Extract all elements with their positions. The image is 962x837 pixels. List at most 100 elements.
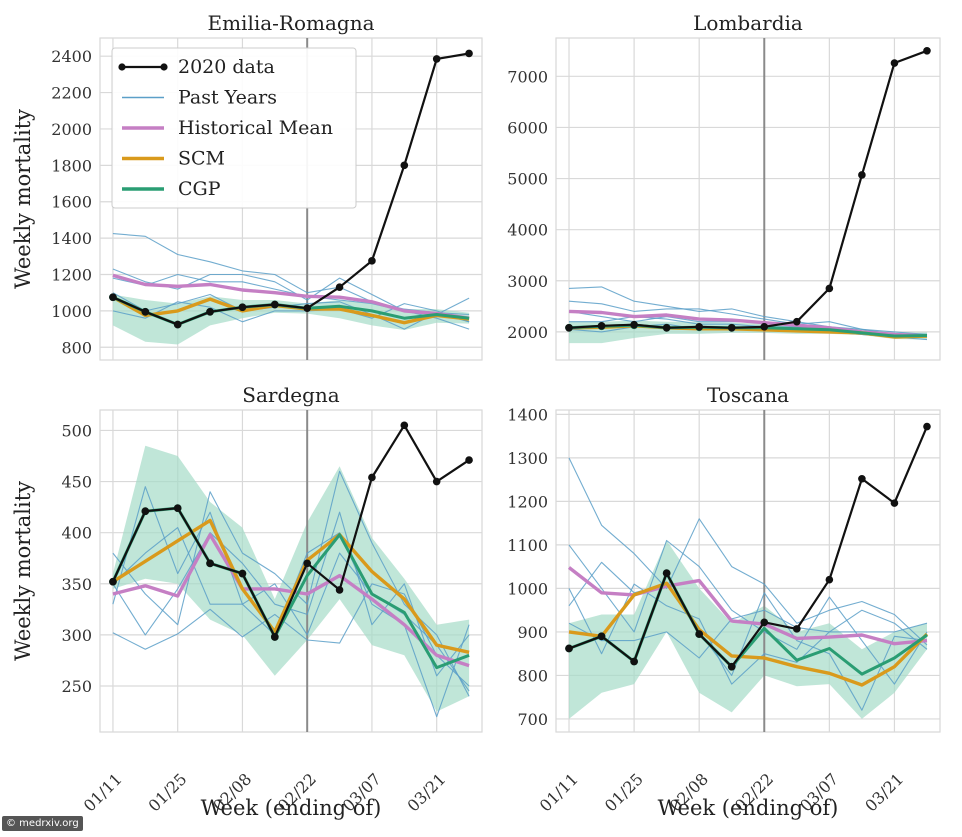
point-data2020 (432, 55, 441, 63)
point-data2020 (335, 586, 344, 594)
series-line-mean (112, 273, 470, 320)
series-line-past (112, 301, 470, 323)
series-line-data2020 (568, 426, 929, 668)
point-data2020 (695, 322, 703, 331)
y-tick-label: 7000 (507, 67, 548, 86)
point-data2020 (825, 284, 834, 293)
legend-marker (160, 63, 168, 71)
point-data2020 (760, 322, 769, 331)
panel-frame (555, 37, 941, 361)
legend-label: CGP (178, 178, 221, 200)
panel-title: Lombardia (693, 11, 803, 35)
point-data2020 (597, 632, 606, 641)
y-tick-label: 1400 (507, 405, 548, 424)
y-tick-label: 700 (517, 710, 548, 729)
point-data2020 (432, 477, 441, 486)
series-line-past (568, 609, 928, 659)
legend-box (111, 47, 357, 209)
y-tick-label: 1400 (51, 229, 92, 248)
point-data2020 (335, 283, 344, 292)
legend: 2020 data Past Years Historical Mean SCM CGP (111, 47, 357, 209)
point-data2020 (565, 324, 573, 332)
point-data2020 (630, 657, 638, 666)
y-tick-label: 900 (517, 623, 548, 642)
point-data2020 (141, 307, 150, 316)
point-data2020 (695, 630, 703, 638)
series-line-data2020 (111, 424, 470, 639)
point-data2020 (173, 320, 182, 329)
point-data2020 (368, 257, 376, 265)
legend-marker (118, 63, 126, 71)
y-tick-label: 500 (61, 421, 92, 440)
point-data2020 (793, 317, 801, 326)
y-tick-label: 5000 (507, 170, 548, 189)
panel-title: Emilia-Romagna (207, 11, 374, 35)
x-tick-label: 01/11 (80, 769, 126, 815)
point-data2020 (173, 504, 182, 512)
y-axis-label: Weekly mortality (11, 109, 35, 289)
y-tick-label: 1200 (51, 265, 92, 284)
y-tick-label: 1300 (507, 449, 548, 468)
point-data2020 (597, 321, 606, 330)
y-tick-label: 1600 (51, 193, 92, 212)
point-data2020 (630, 320, 638, 329)
x-tick-label: 01/25 (144, 769, 190, 815)
point-data2020 (368, 473, 376, 482)
series-line-scm (568, 581, 929, 687)
point-data2020 (825, 575, 834, 584)
watermark: © medrxiv.org (2, 816, 83, 831)
point-data2020 (890, 499, 899, 507)
point-data2020 (923, 422, 931, 431)
point-data2020 (141, 507, 150, 515)
y-tick-label: 2000 (507, 323, 548, 342)
y-axis-label: Weekly mortality (11, 481, 35, 661)
cgp-uncertainty-band (112, 445, 470, 712)
series-line-past (568, 561, 928, 711)
y-tick-label: 800 (517, 666, 548, 685)
point-data2020 (923, 46, 931, 55)
point-data2020 (400, 421, 409, 430)
panel-toscana: 700 800 900 1000 1100 1200 1300 1400 01/11 01/25 0… (507, 383, 941, 820)
point-data2020 (109, 577, 117, 586)
point-data2020 (465, 456, 473, 464)
y-tick-label: 250 (61, 677, 92, 696)
point-data2020 (238, 569, 247, 578)
x-axis-label: Week (ending of) (658, 796, 839, 820)
series-line-past (568, 457, 928, 646)
y-tick-label: 800 (61, 338, 92, 357)
point-data2020 (206, 307, 214, 316)
point-data2020 (303, 304, 311, 312)
point-data2020 (109, 293, 117, 302)
point-data2020 (858, 171, 866, 179)
legend-label: Past Years (178, 87, 277, 109)
x-tick-label: 01/11 (536, 769, 582, 815)
series-line-data2020 (568, 49, 928, 329)
point-data2020 (793, 625, 801, 633)
series-line-scm (111, 518, 470, 654)
y-tick-label: 1100 (507, 536, 548, 555)
series-line-mean (112, 533, 470, 668)
x-tick-label: 03/21 (861, 769, 907, 815)
y-tick-label: 6000 (507, 118, 548, 137)
point-data2020 (760, 618, 769, 627)
legend-label: Historical Mean (178, 117, 333, 139)
y-tick-label: 4000 (507, 221, 548, 240)
point-data2020 (890, 59, 899, 67)
point-data2020 (565, 644, 573, 653)
series-line-past (568, 300, 928, 338)
panel-lombardia: 2000 3000 4000 5000 6000 7000 Lombardia (507, 11, 941, 361)
point-data2020 (303, 559, 311, 568)
y-tick-label: 300 (61, 626, 92, 645)
y-tick-label: 1200 (507, 492, 548, 511)
point-data2020 (662, 569, 671, 577)
y-tick-label: 350 (61, 575, 92, 594)
x-tick-label: 01/25 (601, 769, 647, 815)
legend-label: SCM (178, 148, 225, 170)
point-data2020 (662, 324, 671, 332)
panel-title: Toscana (707, 383, 789, 407)
point-data2020 (238, 303, 247, 312)
y-tick-label: 2400 (51, 47, 92, 66)
point-data2020 (727, 662, 736, 671)
